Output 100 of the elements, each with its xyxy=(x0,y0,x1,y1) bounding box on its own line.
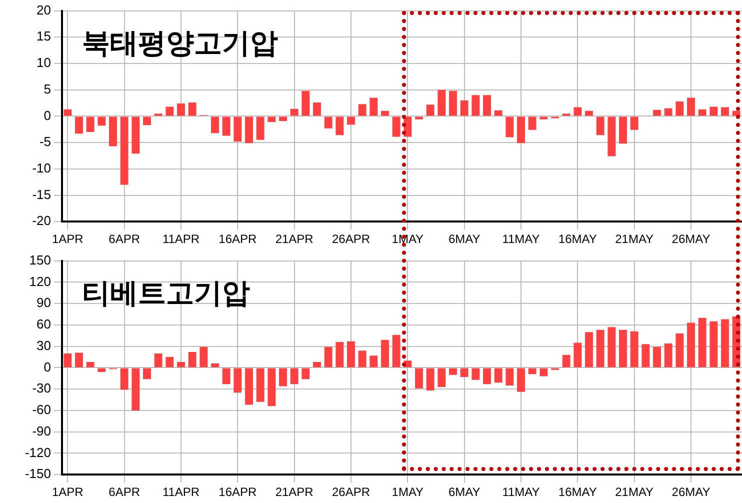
bar xyxy=(664,108,672,116)
x-tick-label: 21MAY xyxy=(615,232,654,246)
bar xyxy=(528,368,536,374)
bar xyxy=(222,116,230,136)
bar xyxy=(211,116,219,134)
y-tick-label: 0 xyxy=(44,359,51,374)
x-tick-label: 6MAY xyxy=(448,485,480,500)
x-tick-label: 16APR xyxy=(218,485,258,500)
y-tick-label: -30 xyxy=(32,380,51,396)
bar xyxy=(630,331,638,368)
x-tick-label: 1MAY xyxy=(392,485,424,500)
bar xyxy=(460,100,468,116)
bar xyxy=(438,368,446,387)
bar xyxy=(347,116,355,125)
bar xyxy=(358,104,366,116)
bar xyxy=(143,116,151,126)
bar xyxy=(687,98,695,116)
bar xyxy=(75,352,83,368)
x-tick-label: 21MAY xyxy=(615,485,654,500)
bar xyxy=(574,342,582,368)
y-tick-label: 150 xyxy=(29,252,51,268)
y-tick-label: 20 xyxy=(36,2,51,18)
bar xyxy=(166,106,174,116)
bar xyxy=(415,368,423,388)
bar xyxy=(245,368,253,405)
bar xyxy=(472,368,480,380)
x-tick-label: 26MAY xyxy=(672,232,710,246)
bar xyxy=(279,368,287,386)
bar xyxy=(472,95,480,116)
bar xyxy=(687,322,695,368)
bar xyxy=(426,368,434,391)
x-tick-label: 6APR xyxy=(108,485,140,500)
y-tick-label: 60 xyxy=(36,316,51,332)
bar xyxy=(710,321,718,368)
y-tick-label: -90 xyxy=(32,423,51,438)
bar xyxy=(710,106,718,116)
bar xyxy=(574,107,582,116)
bar xyxy=(256,116,264,140)
bar xyxy=(381,340,389,368)
bar xyxy=(664,343,672,368)
bar xyxy=(324,347,332,368)
text: 북태평양고기압 xyxy=(82,28,278,59)
bar xyxy=(324,116,332,128)
bar xyxy=(494,368,502,383)
bar xyxy=(562,354,570,368)
bar xyxy=(313,102,321,116)
bar xyxy=(528,116,536,130)
y-tick-label: -60 xyxy=(32,402,51,418)
bar xyxy=(370,98,378,116)
bar xyxy=(290,368,298,384)
bar xyxy=(381,110,389,116)
bar xyxy=(256,368,264,402)
bar xyxy=(642,344,650,368)
x-tick-label: 11MAY xyxy=(502,232,540,246)
bar xyxy=(132,116,140,154)
bar xyxy=(676,333,684,368)
bar xyxy=(426,104,434,116)
x-tick-label: 16MAY xyxy=(558,485,597,500)
bar xyxy=(98,368,106,372)
x-tick-label: 21APR xyxy=(275,485,314,500)
x-tick-label: 26APR xyxy=(332,485,370,500)
x-tick-label: 21APR xyxy=(275,232,314,246)
bar xyxy=(619,330,627,368)
bar xyxy=(166,357,174,368)
bar xyxy=(596,330,604,368)
bar xyxy=(540,116,548,120)
bar xyxy=(392,334,400,368)
bar xyxy=(98,116,106,126)
bar xyxy=(370,356,378,368)
bar xyxy=(540,368,548,376)
bar xyxy=(438,90,446,116)
bar xyxy=(75,116,83,134)
bar xyxy=(347,341,355,368)
bar xyxy=(313,362,321,368)
bar xyxy=(608,327,616,368)
x-tick-label: 11MAY xyxy=(502,485,540,500)
bar xyxy=(698,318,706,368)
bar xyxy=(336,116,344,136)
bar xyxy=(132,368,140,410)
y-tick-label: 30 xyxy=(36,338,51,353)
x-tick-label: 1APR xyxy=(52,232,84,246)
x-tick-label: 1MAY xyxy=(392,232,424,246)
bar xyxy=(449,368,457,375)
x-tick-label: 26APR xyxy=(332,232,370,246)
bar xyxy=(585,110,593,116)
bar xyxy=(211,363,219,368)
bar xyxy=(86,362,94,368)
bar xyxy=(517,368,525,392)
bar xyxy=(449,90,457,116)
x-tick-label: 6MAY xyxy=(448,232,480,246)
bar xyxy=(64,353,72,368)
bar xyxy=(630,116,638,130)
bar xyxy=(415,116,423,120)
bar xyxy=(653,110,661,116)
bar xyxy=(721,107,729,116)
x-tick-label: 6APR xyxy=(108,232,140,246)
bar xyxy=(721,319,729,368)
bar xyxy=(143,368,151,380)
x-tick-label: 16APR xyxy=(218,232,258,246)
bar xyxy=(358,350,366,368)
